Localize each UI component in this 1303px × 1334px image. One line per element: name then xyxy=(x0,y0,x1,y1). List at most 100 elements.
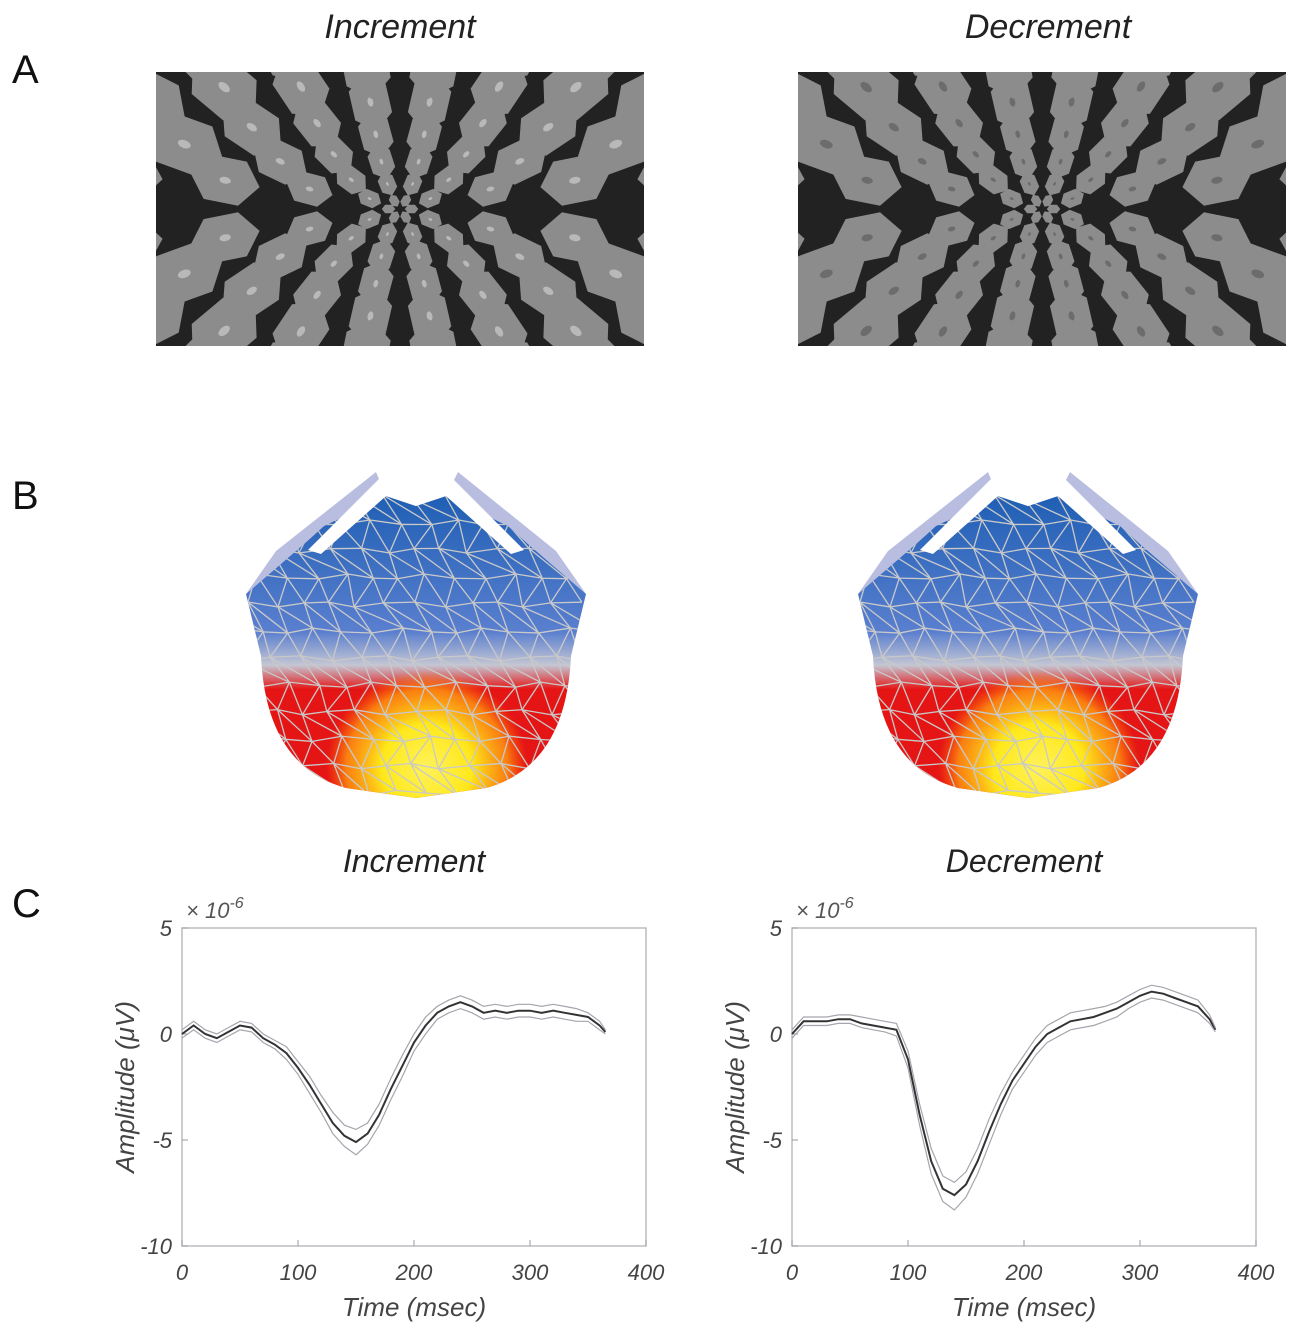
stimulus-tile-center xyxy=(1058,158,1063,165)
stimulus-tile-center xyxy=(219,176,231,184)
stimulus-tile-center xyxy=(819,139,833,149)
stimulus-tile-center xyxy=(367,197,372,200)
stimulus-tile xyxy=(798,232,805,251)
stimulus-tile xyxy=(409,319,457,346)
waveform-chart-decrement: Decrement× 10-650-5-100 100 200 300 400Time … xyxy=(720,843,1275,1322)
stimulus-tile-center xyxy=(416,253,421,260)
stimulus-tile xyxy=(1211,339,1257,346)
stimulus-tile-center xyxy=(1121,118,1129,128)
stimulus-tile-center xyxy=(367,218,372,221)
stimulus-tile xyxy=(1023,204,1038,214)
stimulus-tile-center xyxy=(426,97,433,107)
stimulus-tile-center xyxy=(543,122,554,132)
stimulus-tile-center xyxy=(1068,311,1075,321)
stimulus-tile xyxy=(191,72,257,121)
stimulus-tile xyxy=(985,72,1033,99)
stimulus-tile-center xyxy=(411,232,414,237)
stimulus-tile-center xyxy=(861,234,873,242)
stimulus-tile xyxy=(1051,319,1099,346)
topomap-decrement xyxy=(858,472,1198,798)
stimulus-tile-center xyxy=(1053,181,1056,186)
stimulus-tile xyxy=(543,297,609,346)
stimulus-tile-center xyxy=(421,130,427,139)
stimulus-tile xyxy=(985,319,1033,346)
y-tick-label: 5 xyxy=(770,916,783,941)
stimulus-tile xyxy=(343,319,391,346)
stimulus-tile-center xyxy=(938,326,948,337)
stimulus-tile-center xyxy=(177,269,191,279)
stimulus-tile xyxy=(569,72,615,79)
stimulus-tile xyxy=(409,72,457,99)
stimulus-tile-center xyxy=(218,81,230,93)
panel-letter-a: A xyxy=(12,48,39,92)
stimulus-tile-center xyxy=(494,326,504,337)
stimulus-tile-center xyxy=(1058,253,1063,260)
stimulus-tile-center xyxy=(888,122,899,132)
stimulus-tile xyxy=(400,211,412,224)
stimulus-tile-center xyxy=(486,186,495,192)
stimulus-tile-center xyxy=(819,269,833,279)
stimulus-tile-center xyxy=(990,236,996,241)
decrement-stimulus xyxy=(798,72,1286,346)
x-axis-label: Time (msec) xyxy=(952,1292,1096,1322)
stimulus-tile-center xyxy=(296,326,306,337)
stimulus-tile-center xyxy=(938,81,948,92)
stimulus-tile xyxy=(1112,72,1170,116)
stimulus-tile-center xyxy=(1185,122,1196,132)
stimulus-tile-center xyxy=(411,181,414,186)
stimulus-tile-center xyxy=(348,177,354,182)
x-tick-label: 300 xyxy=(512,1260,549,1285)
mean-waveform-line xyxy=(791,990,1217,1197)
stimulus-tile-center xyxy=(428,197,433,200)
confidence-bound-line xyxy=(181,995,606,1131)
stimulus-tile-center xyxy=(1251,269,1265,279)
stimulus-tile xyxy=(798,73,828,137)
x-tick-label: 400 xyxy=(1238,1260,1275,1285)
stimulus-tile-center xyxy=(1121,290,1129,300)
x-tick-label: 100 xyxy=(280,1260,317,1285)
stimulus-tile-center xyxy=(446,177,452,182)
y-tick-label: -5 xyxy=(152,1128,172,1153)
stimulus-tile xyxy=(827,72,873,79)
stimulus-tile xyxy=(381,204,396,214)
stimulus-tile-center xyxy=(972,151,979,158)
stimulus-tile xyxy=(914,302,972,346)
stimulus-tile-center xyxy=(972,260,979,267)
stimulus-tile xyxy=(1042,194,1054,207)
x-tick-label: 200 xyxy=(1005,1260,1043,1285)
stimulus-tile xyxy=(1185,72,1251,121)
panel-letter-b: B xyxy=(12,474,39,518)
stimulus-tile-center xyxy=(569,176,581,184)
stimulus-tile-center xyxy=(305,186,314,192)
stimulus-tile xyxy=(1133,72,1172,81)
stimulus-tile-center xyxy=(1028,232,1031,237)
stimulus-title-increment: Increment xyxy=(324,8,476,46)
stimulus-tile-center xyxy=(860,81,872,93)
stimulus-tile-center xyxy=(1136,326,1146,337)
stimulus-tile-center xyxy=(386,232,389,237)
stimulus-tile-center xyxy=(609,269,623,279)
stimulus-tile-center xyxy=(569,234,581,242)
stimulus-tile xyxy=(270,72,309,81)
stimulus-tile xyxy=(470,72,528,116)
stimulus-tile-center xyxy=(860,325,872,337)
stimulus-tile-center xyxy=(486,226,495,232)
chart-title: Decrement xyxy=(946,843,1104,879)
stimulus-tile-center xyxy=(1021,253,1026,260)
stimulus-tile-center xyxy=(1063,279,1069,288)
stimulus-tile-center xyxy=(330,260,337,267)
x-tick-label: 200 xyxy=(395,1260,433,1285)
stimulus-tile-center xyxy=(379,253,384,260)
y-tick-label: 0 xyxy=(770,1022,783,1047)
stimulus-tile xyxy=(1256,73,1286,137)
x-tick-label: 0 xyxy=(786,1260,799,1285)
stimulus-tile xyxy=(404,204,419,214)
stimulus-tile-center xyxy=(1088,177,1094,182)
axes-box xyxy=(791,927,1257,1247)
stimulus-tile-center xyxy=(219,234,231,242)
scalp-edge-right xyxy=(1058,472,1198,594)
stimulus-tile xyxy=(191,297,257,346)
stimulus-tile-center xyxy=(1009,311,1016,321)
y-axis-label: Amplitude (μV) xyxy=(720,1001,750,1175)
waveform-chart-increment: Increment× 10-650-5-100 100 200 300 400Time … xyxy=(110,843,665,1322)
